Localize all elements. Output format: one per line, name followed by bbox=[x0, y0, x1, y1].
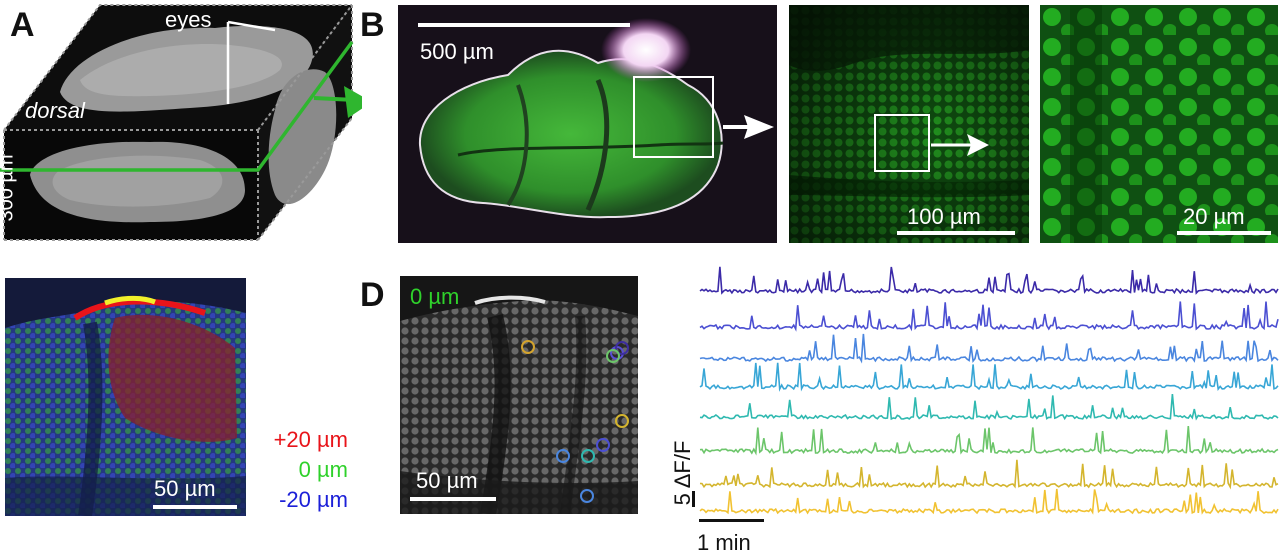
trace-3 bbox=[699, 333, 1279, 364]
trace-4 bbox=[699, 362, 1279, 392]
x-scalebar bbox=[699, 519, 764, 522]
multiplane-overlay-svg bbox=[5, 278, 246, 516]
panel-label-a: A bbox=[10, 6, 35, 44]
scalebar-label-500um: 500 µm bbox=[420, 39, 494, 64]
x-scale-label: 1 min bbox=[697, 530, 751, 555]
scalebar-label-c-50um: 50 µm bbox=[154, 476, 216, 501]
zoomed-region-svg bbox=[789, 5, 1029, 243]
gcamp-imaging-plane-svg bbox=[400, 276, 638, 514]
whole-brain-svg bbox=[418, 18, 774, 219]
trace-6 bbox=[699, 426, 1279, 456]
zoomed-region-image: 100 µm bbox=[789, 5, 1029, 243]
legend-plus-20um: +20 µm bbox=[273, 427, 348, 452]
multiplane-overlay-image: 50 µm bbox=[5, 278, 246, 516]
scalebar-c-50um bbox=[153, 505, 237, 509]
trace-7 bbox=[699, 459, 1279, 490]
trace-5 bbox=[699, 394, 1279, 421]
panel-label-b: B bbox=[360, 6, 385, 44]
calcium-traces bbox=[699, 266, 1279, 515]
scalebar-d-50um bbox=[410, 497, 496, 501]
trace-8 bbox=[699, 488, 1279, 515]
scalebar-label-100um: 100 µm bbox=[907, 204, 981, 229]
brain-3d-render-svg bbox=[0, 4, 362, 241]
trace-2 bbox=[699, 301, 1279, 332]
brain-3d-render: eyes dorsal 300 µm bbox=[0, 0, 362, 244]
gcamp-imaging-plane: 0 µm 50 µm bbox=[400, 276, 638, 514]
whole-brain-image: 500 µm bbox=[398, 5, 777, 243]
scalebar-label-20um: 20 µm bbox=[1183, 204, 1245, 229]
depth-legend: +20 µm 0 µm -20 µm bbox=[248, 425, 348, 515]
legend-0um: 0 µm bbox=[298, 457, 348, 482]
panel-label-d: D bbox=[360, 276, 385, 314]
scalebar-label-d-50um: 50 µm bbox=[416, 468, 478, 493]
imaging-depth-label: 0 µm bbox=[410, 284, 460, 309]
scalebar-100um bbox=[897, 231, 1015, 235]
eyes-label: eyes bbox=[165, 7, 212, 32]
depth-label-300um: 300 µm bbox=[0, 154, 18, 222]
legend-minus-20um: -20 µm bbox=[279, 487, 348, 512]
y-scale-label: 5 ΔF/F bbox=[670, 440, 695, 506]
trace-1 bbox=[699, 266, 1279, 295]
cellular-detail-image: 20 µm bbox=[1040, 5, 1278, 243]
dorsal-label: dorsal bbox=[25, 98, 85, 123]
cellular-detail-svg bbox=[1040, 5, 1278, 243]
y-scalebar bbox=[692, 491, 695, 507]
scalebar-20um bbox=[1177, 231, 1271, 235]
